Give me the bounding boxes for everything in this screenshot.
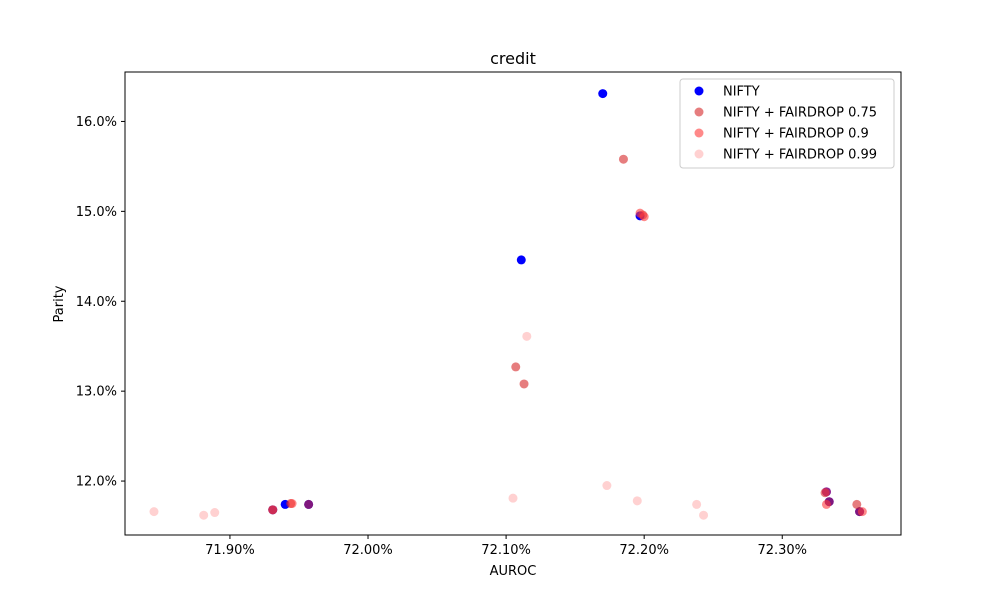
- x-tick-label: 72.00%: [343, 543, 393, 558]
- legend: NIFTY NIFTY + FAIRDROP 0.75 NIFTY + FAIRDR…: [679, 78, 895, 169]
- points-layer: [149, 89, 867, 520]
- data-point-series-0: [598, 89, 608, 99]
- data-point-series-3: [508, 493, 518, 503]
- legend-label: NIFTY: [723, 85, 760, 100]
- data-point-series-2: [268, 505, 278, 515]
- data-point-series-3: [632, 496, 642, 506]
- data-point-series-3: [692, 499, 702, 509]
- data-point-series-3: [522, 331, 532, 341]
- x-tick-label: 71.90%: [205, 543, 255, 558]
- x-tick-label: 72.30%: [757, 543, 807, 558]
- data-point-series-2: [821, 499, 831, 509]
- chart-title: credit: [490, 49, 536, 68]
- data-point-series-0: [516, 255, 526, 265]
- legend-marker: [694, 128, 704, 138]
- data-point-series-3: [199, 510, 209, 520]
- legend-marker: [694, 107, 704, 117]
- x-axis-label: AUROC: [490, 564, 537, 579]
- data-point-series-1: [511, 362, 521, 372]
- data-point-series-2: [287, 499, 297, 509]
- data-point-series-2: [857, 507, 867, 517]
- data-point-series-1: [618, 154, 628, 164]
- y-tick-label: 14.0%: [76, 295, 117, 310]
- data-point-series-1: [519, 379, 529, 389]
- legend-label: NIFTY + FAIRDROP 0.75: [723, 106, 877, 121]
- y-tick-label: 13.0%: [76, 385, 117, 400]
- plot-frame: [124, 71, 902, 536]
- data-point-series-3: [149, 507, 159, 517]
- y-tick-label: 12.0%: [76, 475, 117, 490]
- y-axis: 12.0% 13.0% 14.0% 15.0% 16.0%: [76, 115, 125, 490]
- x-tick-label: 72.10%: [481, 543, 531, 558]
- x-tick-label: 72.20%: [619, 543, 669, 558]
- data-point-series-1: [852, 499, 862, 509]
- y-axis-label: Parity: [52, 285, 67, 322]
- x-axis: 71.90% 72.00% 72.10% 72.20% 72.30%: [205, 535, 807, 558]
- data-point-series-2: [821, 487, 831, 497]
- legend-box: [679, 78, 895, 169]
- legend-marker: [694, 86, 704, 96]
- y-tick-label: 15.0%: [76, 205, 117, 220]
- data-point-series-2: [639, 212, 649, 222]
- legend-label: NIFTY + FAIRDROP 0.99: [723, 148, 877, 163]
- data-point-series-1: [304, 499, 314, 509]
- data-point-series-3: [699, 510, 709, 520]
- legend-marker: [694, 149, 704, 159]
- data-point-series-3: [602, 481, 612, 491]
- legend-label: NIFTY + FAIRDROP 0.9: [723, 127, 869, 142]
- y-tick-label: 16.0%: [76, 115, 117, 130]
- data-point-series-3: [210, 508, 220, 518]
